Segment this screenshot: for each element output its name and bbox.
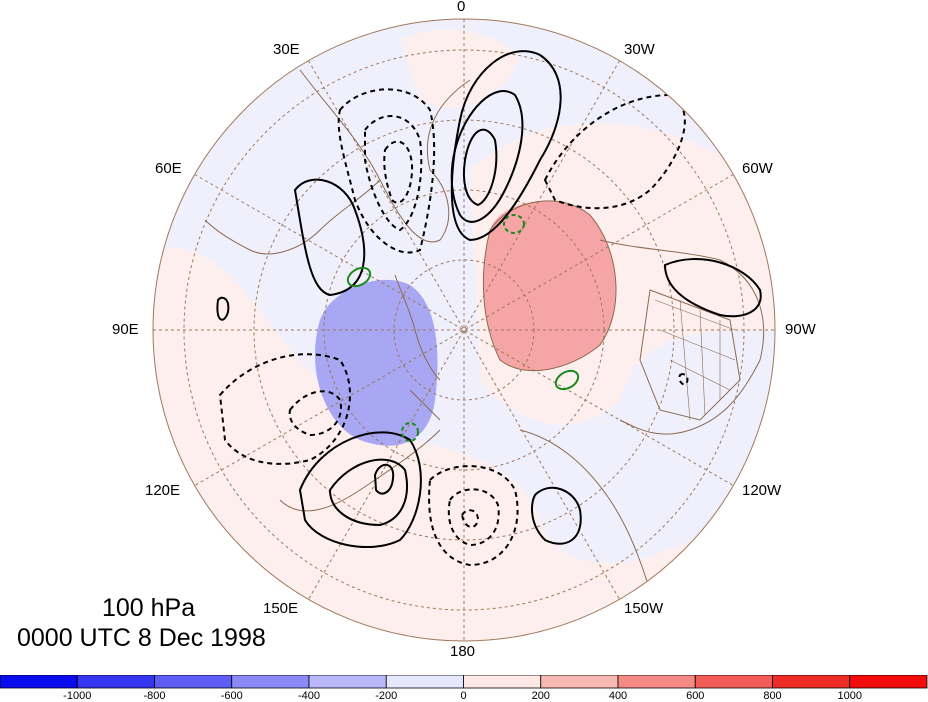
polar-map [152, 18, 776, 642]
colorbar-swatch [772, 675, 851, 689]
lon-label-120e: 120E [145, 482, 181, 499]
colorbar-swatch [308, 675, 387, 689]
negative-contours [218, 88, 689, 567]
colorbar [0, 675, 928, 689]
colorbar-tick-label: -400 [297, 690, 321, 702]
lon-label-90e: 90E [112, 321, 139, 338]
colorbar-tick-label: 200 [531, 690, 550, 702]
green-contours [346, 266, 580, 391]
positive-contours [216, 50, 762, 548]
datetime-title: 0000 UTC 8 Dec 1998 [17, 624, 266, 652]
lon-label-120w: 120W [742, 482, 782, 499]
light-positive-region-south [153, 247, 775, 641]
colorbar-swatch [76, 675, 155, 689]
lon-label-60w: 60W [742, 160, 773, 177]
light-positive-region-north [400, 29, 520, 108]
colorbar-tick-label: 400 [608, 690, 628, 702]
colorbar-swatch [540, 675, 619, 689]
lon-label-30w: 30W [624, 41, 655, 58]
colorbar-tick-label: -1000 [63, 690, 92, 702]
lon-label-0: 0 [457, 0, 466, 15]
lon-label-30e: 30E [273, 41, 300, 58]
colorbar-tick-label: -600 [220, 690, 243, 702]
coastlines [204, 69, 765, 591]
colorbar-tick-label: -200 [375, 690, 398, 702]
lon-label-90w: 90W [785, 321, 816, 338]
colorbar-swatch [617, 675, 696, 689]
positive-anomaly-shading [483, 200, 617, 371]
map-border [152, 18, 776, 642]
green-dashed-contours [401, 214, 525, 442]
pressure-level-title: 100 hPa [102, 594, 196, 622]
lon-label-150w: 150W [624, 600, 664, 617]
lon-label-180: 180 [450, 643, 476, 660]
colorbar-tick-label: 1000 [837, 690, 862, 702]
colorbar-swatch [154, 675, 233, 689]
graticule [153, 19, 775, 641]
colorbar-tick-label: 0 [460, 690, 467, 702]
colorbar-tick-label: 800 [763, 690, 782, 702]
colorbar-swatch [849, 675, 928, 689]
colorbar-tick-label: 600 [686, 690, 705, 702]
colorbar-swatch [694, 675, 773, 689]
political-borders [654, 299, 736, 421]
colorbar-swatch [385, 675, 464, 689]
lon-label-60e: 60E [155, 160, 182, 177]
colorbar-swatch [463, 675, 542, 689]
colorbar-tick-label: -800 [143, 690, 166, 702]
colorbar-swatch [231, 675, 310, 689]
colorbar-swatch [0, 675, 78, 689]
lon-label-150e: 150E [263, 600, 299, 617]
